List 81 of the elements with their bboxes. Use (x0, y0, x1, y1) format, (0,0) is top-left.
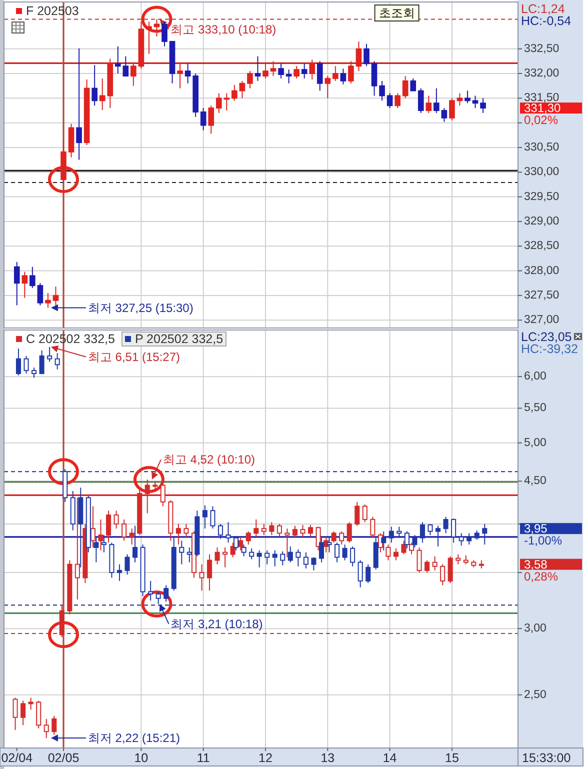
candlestick (76, 48, 82, 160)
y-tick-label: 5,00 (524, 436, 546, 449)
text: HC:-0,54 (521, 14, 572, 28)
candlestick (278, 63, 284, 79)
text: 0,02% (524, 113, 558, 128)
y-tick-label: 5,50 (524, 402, 546, 414)
candlestick (456, 92, 463, 106)
annotation: 초조회 (378, 6, 415, 20)
annotation: 최고 6,51 (15:27) (88, 350, 180, 364)
y-tick-label: 328,50 (524, 240, 560, 252)
candlestick (208, 105, 214, 134)
candlestick (286, 69, 292, 84)
y-tick-label: 328,00 (524, 264, 560, 277)
text: LC:23,05 (521, 330, 572, 344)
candlestick (402, 75, 408, 99)
candlestick (418, 88, 424, 114)
candlestick (45, 292, 51, 308)
x-tick-label: 14 (382, 751, 397, 765)
text: 15:33:00 (522, 751, 571, 765)
candlestick (146, 21, 152, 54)
candlestick (37, 282, 44, 306)
annotation: 최저 327,25 (15:30) (88, 300, 194, 315)
y-tick-label: 332,50 (524, 42, 560, 55)
candlestick (394, 92, 400, 109)
candlestick (154, 18, 160, 38)
x-tick-label: 15 (445, 751, 459, 765)
annotation: 최저 3,21 (10:18) (170, 616, 263, 631)
x-tick-label: 02/04 (1, 751, 33, 765)
y-tick-label: 327,00 (524, 314, 560, 326)
annotation: 최고 4,52 (10:10) (162, 452, 256, 467)
candlestick (434, 88, 440, 114)
candlestick (254, 56, 261, 82)
candlestick (340, 68, 346, 85)
x-tick-label: 13 (320, 751, 335, 765)
x-tick-label: 02/05 (48, 751, 80, 765)
candlestick (30, 266, 36, 289)
candlestick (379, 80, 385, 102)
candlestick (247, 70, 253, 89)
candlestick (232, 84, 238, 102)
candlestick (239, 80, 246, 99)
y-tick-label: 329,00 (524, 215, 560, 228)
annotation: 최고 333,10 (10:18) (170, 22, 276, 36)
candlestick (14, 261, 20, 306)
candlestick (410, 78, 416, 92)
y-tick-label: 330,00 (524, 166, 560, 178)
text: HC:-39,32 (521, 342, 578, 356)
candlestick (464, 90, 470, 104)
candlestick (480, 98, 486, 114)
candlestick (332, 66, 338, 82)
candlestick (426, 95, 432, 114)
candlestick (324, 75, 331, 99)
candlestick (184, 63, 191, 84)
candlestick (364, 43, 370, 67)
candlestick (301, 63, 308, 79)
candlestick (386, 92, 393, 109)
y-tick-label: 6,00 (524, 370, 546, 383)
candlestick (371, 60, 378, 96)
y-tick-label: 329,50 (524, 190, 560, 203)
legend-label: P 202502 332,5 (134, 332, 224, 346)
candlestick (200, 108, 206, 131)
candlestick (294, 66, 300, 79)
y-tick-label: 332,00 (524, 68, 560, 80)
text: 0,28% (524, 569, 558, 584)
candlestick (449, 98, 455, 121)
y-tick-label: 330,50 (524, 141, 560, 154)
text: -1,00% (524, 534, 562, 548)
candlestick (472, 95, 478, 109)
button: 초조회 (374, 4, 420, 22)
candlestick (316, 60, 323, 92)
y-tick-label: 3,00 (524, 622, 546, 635)
text: LC:1,24 (521, 2, 565, 16)
annotation: 최저 2,22 (15:21) (88, 731, 180, 746)
x-tick-label: 11 (196, 751, 210, 765)
y-tick-label: 4,50 (524, 475, 546, 488)
candlestick (92, 64, 98, 106)
x-tick-label: 12 (258, 751, 272, 765)
x-tick-label: 10 (134, 751, 148, 765)
candlestick (22, 271, 28, 298)
candlestick (441, 108, 448, 122)
y-tick-label: 327,50 (524, 289, 560, 302)
y-tick-label: 2,50 (524, 688, 546, 701)
